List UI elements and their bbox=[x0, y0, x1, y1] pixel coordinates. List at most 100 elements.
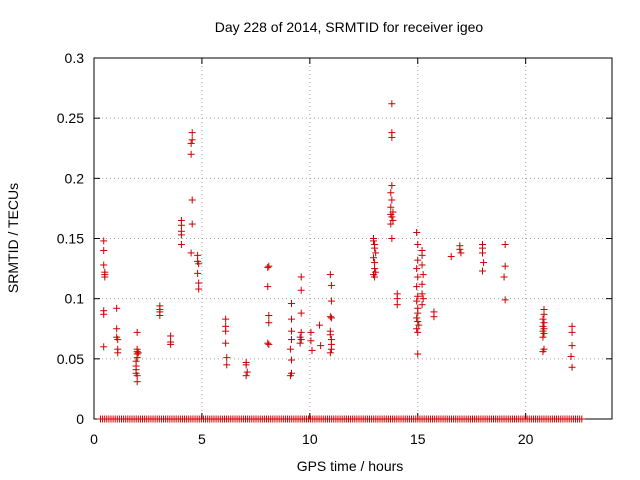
data-point bbox=[414, 318, 422, 326]
data-point bbox=[297, 328, 305, 336]
data-point bbox=[195, 279, 203, 287]
data-point bbox=[133, 378, 141, 386]
data-point bbox=[387, 203, 395, 211]
data-point bbox=[114, 349, 122, 357]
data-point bbox=[419, 295, 427, 303]
data-point bbox=[222, 315, 230, 323]
y-tick-label: 0.25 bbox=[57, 110, 84, 126]
x-tick-label: 15 bbox=[410, 431, 426, 447]
data-point bbox=[265, 312, 273, 320]
x-axis-label: GPS time / hours bbox=[297, 458, 404, 474]
data-point bbox=[414, 241, 422, 249]
data-point bbox=[286, 372, 294, 380]
data-point bbox=[264, 339, 272, 347]
data-point bbox=[393, 295, 401, 303]
data-point bbox=[308, 346, 316, 354]
data-point bbox=[265, 262, 273, 270]
data-point bbox=[297, 273, 305, 281]
data-point bbox=[287, 315, 295, 323]
data-point bbox=[567, 352, 575, 360]
data-point bbox=[414, 256, 422, 264]
data-point bbox=[187, 139, 195, 147]
data-point bbox=[479, 249, 486, 257]
data-point bbox=[133, 372, 141, 380]
data-point bbox=[113, 325, 121, 333]
data-point bbox=[327, 314, 335, 322]
data-point bbox=[177, 221, 185, 229]
data-point bbox=[100, 310, 108, 318]
data-point bbox=[418, 251, 426, 259]
data-point bbox=[133, 328, 141, 336]
data-point bbox=[114, 336, 122, 344]
data-point bbox=[388, 182, 396, 190]
data-point bbox=[100, 343, 108, 351]
data-point bbox=[413, 325, 421, 333]
data-point bbox=[370, 237, 378, 245]
data-point bbox=[287, 336, 295, 344]
x-tick-label: 0 bbox=[90, 431, 98, 447]
data-point bbox=[418, 290, 426, 298]
y-tick-label: 0.05 bbox=[57, 351, 84, 367]
data-point bbox=[100, 247, 108, 255]
data-point bbox=[539, 348, 547, 356]
data-point bbox=[418, 280, 426, 288]
data-point bbox=[479, 267, 486, 275]
data-point bbox=[188, 220, 196, 228]
y-tick-label: 0.15 bbox=[57, 231, 84, 247]
data-point bbox=[243, 368, 251, 376]
data-point bbox=[430, 313, 438, 321]
data-point bbox=[194, 251, 202, 259]
y-tick-label: 0.1 bbox=[65, 291, 85, 307]
axis-ticks bbox=[93, 57, 612, 420]
data-point bbox=[540, 319, 548, 327]
data-point bbox=[326, 271, 334, 279]
data-point bbox=[389, 216, 397, 224]
data-point bbox=[326, 313, 334, 321]
data-point bbox=[265, 319, 273, 327]
data-point bbox=[156, 312, 164, 320]
data-point bbox=[177, 231, 185, 239]
data-point bbox=[387, 220, 395, 228]
x-tick-label: 5 bbox=[198, 431, 206, 447]
data-point bbox=[388, 100, 396, 108]
data-point bbox=[194, 269, 202, 277]
data-point bbox=[242, 372, 250, 380]
data-point bbox=[188, 136, 196, 144]
data-point bbox=[297, 336, 305, 344]
data-point bbox=[307, 337, 315, 345]
data-point bbox=[501, 241, 509, 249]
data-point bbox=[539, 315, 547, 323]
data-point bbox=[100, 237, 108, 245]
data-point bbox=[296, 339, 304, 347]
data-point bbox=[167, 332, 175, 340]
y-tick-label: 0 bbox=[76, 411, 84, 427]
data-point bbox=[317, 342, 325, 350]
data-point bbox=[413, 283, 421, 291]
y-tick-labels: 0 0.05 0.1 0.15 0.2 0.25 0.3 bbox=[57, 50, 84, 427]
data-point bbox=[371, 244, 379, 252]
data-point bbox=[568, 363, 576, 371]
data-point bbox=[327, 297, 335, 305]
data-point bbox=[413, 228, 421, 236]
data-points bbox=[96, 100, 586, 423]
data-point bbox=[413, 265, 421, 273]
data-point bbox=[101, 271, 109, 279]
data-point bbox=[307, 328, 315, 336]
data-point bbox=[539, 333, 547, 341]
data-point bbox=[242, 361, 250, 369]
data-point bbox=[568, 322, 576, 330]
y-tick-label: 0.2 bbox=[65, 170, 85, 186]
data-point bbox=[113, 304, 121, 312]
data-point bbox=[326, 349, 334, 357]
data-point bbox=[501, 262, 509, 270]
data-point bbox=[568, 342, 576, 350]
data-point bbox=[371, 259, 379, 267]
data-point bbox=[188, 129, 196, 137]
x-tick-label: 10 bbox=[302, 431, 318, 447]
data-point bbox=[447, 253, 455, 261]
data-point bbox=[195, 285, 203, 293]
data-point bbox=[287, 299, 295, 307]
x-tick-labels: 0 5 10 15 20 bbox=[90, 431, 534, 447]
data-point bbox=[414, 328, 422, 336]
